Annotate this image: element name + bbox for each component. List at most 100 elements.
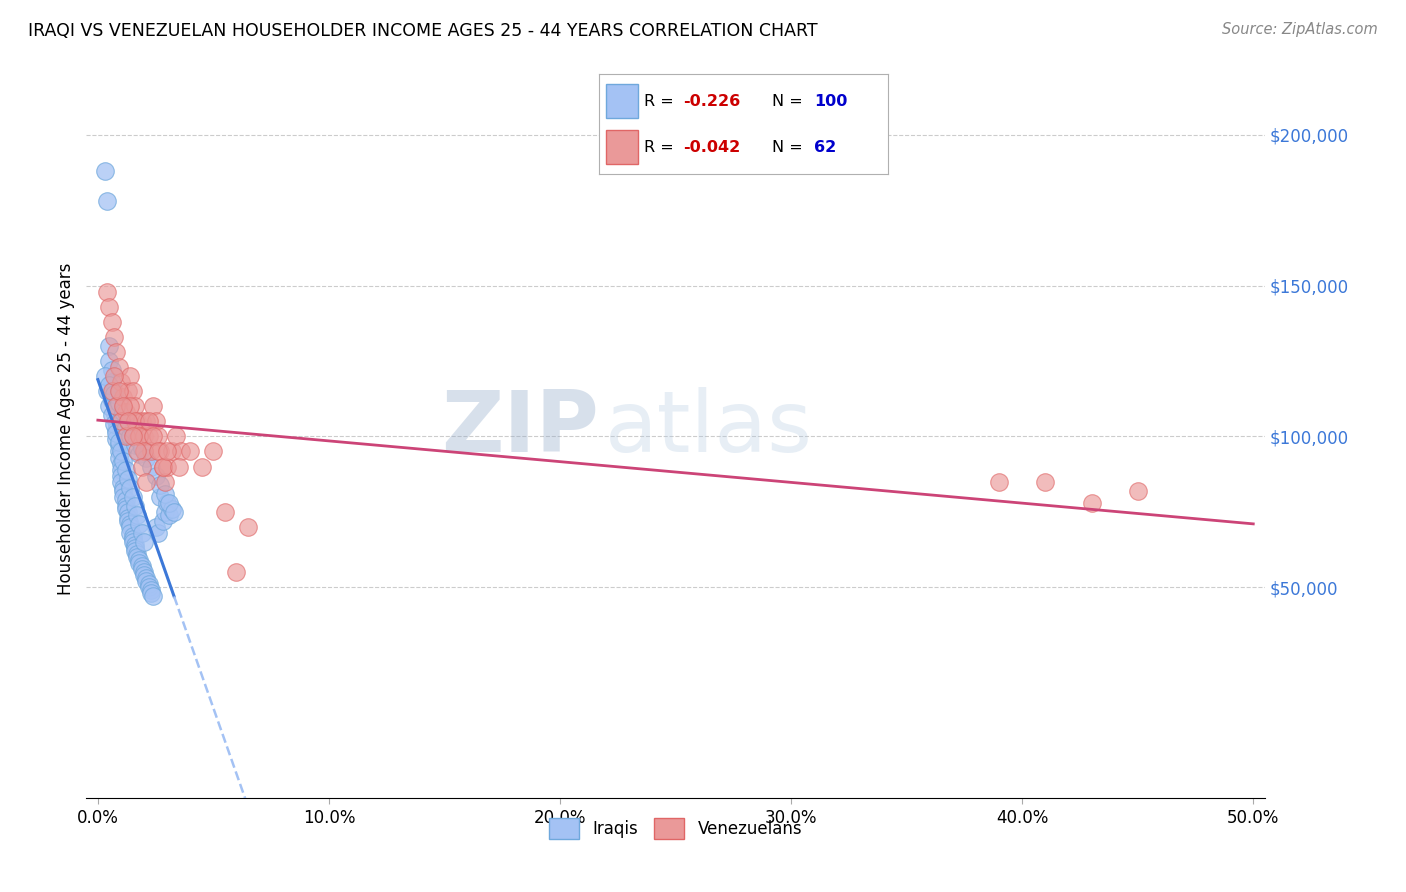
Point (94, 164, 117, 178)
Point (132, 429, 155, 443)
Point (98, 378, 121, 392)
Point (124, 538, 146, 552)
Point (146, 525, 169, 540)
Point (120, 516, 142, 531)
Point (135, 571, 157, 585)
Point (110, 375, 132, 389)
Point (103, 405, 125, 419)
Point (121, 535, 143, 549)
Point (107, 396, 129, 410)
Point (100, 384, 122, 399)
Point (103, 387, 125, 401)
Point (159, 508, 181, 522)
Point (120, 399, 142, 413)
Point (98, 399, 121, 413)
Point (107, 450, 129, 465)
Point (988, 475, 1011, 489)
Point (142, 429, 165, 443)
Point (103, 393, 125, 408)
Point (112, 483, 135, 498)
Point (107, 384, 129, 399)
Y-axis label: Householder Income Ages 25 - 44 years: Householder Income Ages 25 - 44 years (58, 262, 75, 595)
Point (114, 501, 136, 516)
Point (146, 444, 169, 458)
Point (114, 492, 136, 507)
Point (131, 525, 153, 540)
Point (127, 547, 149, 561)
Point (105, 414, 128, 428)
Point (145, 520, 167, 534)
Point (105, 399, 128, 413)
Point (236, 520, 259, 534)
Point (152, 514, 174, 528)
Point (112, 481, 135, 495)
Point (138, 429, 160, 443)
Point (156, 459, 179, 474)
Point (105, 402, 128, 417)
Point (131, 562, 153, 576)
Point (121, 529, 143, 543)
Point (120, 481, 142, 495)
Point (110, 444, 132, 458)
Point (114, 462, 136, 476)
Text: atlas: atlas (605, 387, 813, 470)
Point (103, 330, 125, 344)
Point (114, 429, 136, 443)
Point (124, 544, 146, 558)
Text: IRAQI VS VENEZUELAN HOUSEHOLDER INCOME AGES 25 - 44 YEARS CORRELATION CHART: IRAQI VS VENEZUELAN HOUSEHOLDER INCOME A… (28, 22, 818, 40)
Point (100, 393, 122, 408)
Point (117, 384, 139, 399)
Point (131, 414, 153, 428)
Point (124, 399, 146, 413)
Point (98, 300, 121, 314)
Point (114, 499, 136, 513)
Point (120, 369, 142, 384)
Point (135, 475, 157, 489)
Point (103, 369, 125, 384)
Point (153, 486, 176, 500)
Point (139, 459, 162, 474)
Point (127, 549, 149, 564)
Point (152, 459, 174, 474)
Point (114, 405, 136, 419)
Point (153, 475, 176, 489)
Point (152, 459, 174, 474)
Point (135, 414, 157, 428)
Point (107, 435, 129, 450)
Point (127, 444, 149, 458)
Point (96, 384, 118, 399)
Point (132, 535, 155, 549)
Point (202, 444, 225, 458)
Point (112, 405, 135, 419)
Point (128, 516, 150, 531)
Point (117, 414, 139, 428)
Point (117, 514, 139, 528)
Point (98, 354, 121, 368)
Point (156, 496, 179, 510)
Point (124, 438, 146, 452)
Point (214, 505, 236, 519)
Point (100, 375, 122, 389)
Point (117, 472, 139, 486)
Point (1126, 483, 1149, 498)
Point (112, 390, 135, 404)
Point (127, 508, 149, 522)
Point (117, 510, 139, 524)
Point (94, 369, 117, 384)
Point (107, 360, 129, 375)
Point (117, 505, 139, 519)
Point (128, 448, 150, 462)
Point (128, 429, 150, 443)
Text: ZIP: ZIP (441, 387, 599, 470)
Point (132, 568, 155, 582)
Point (139, 586, 162, 600)
Point (100, 409, 122, 423)
Text: Source: ZipAtlas.com: Source: ZipAtlas.com (1222, 22, 1378, 37)
Point (124, 541, 146, 555)
Point (100, 315, 122, 329)
Point (103, 384, 125, 399)
Point (105, 345, 128, 359)
Point (138, 577, 160, 591)
Point (142, 399, 165, 413)
Point (121, 423, 143, 437)
